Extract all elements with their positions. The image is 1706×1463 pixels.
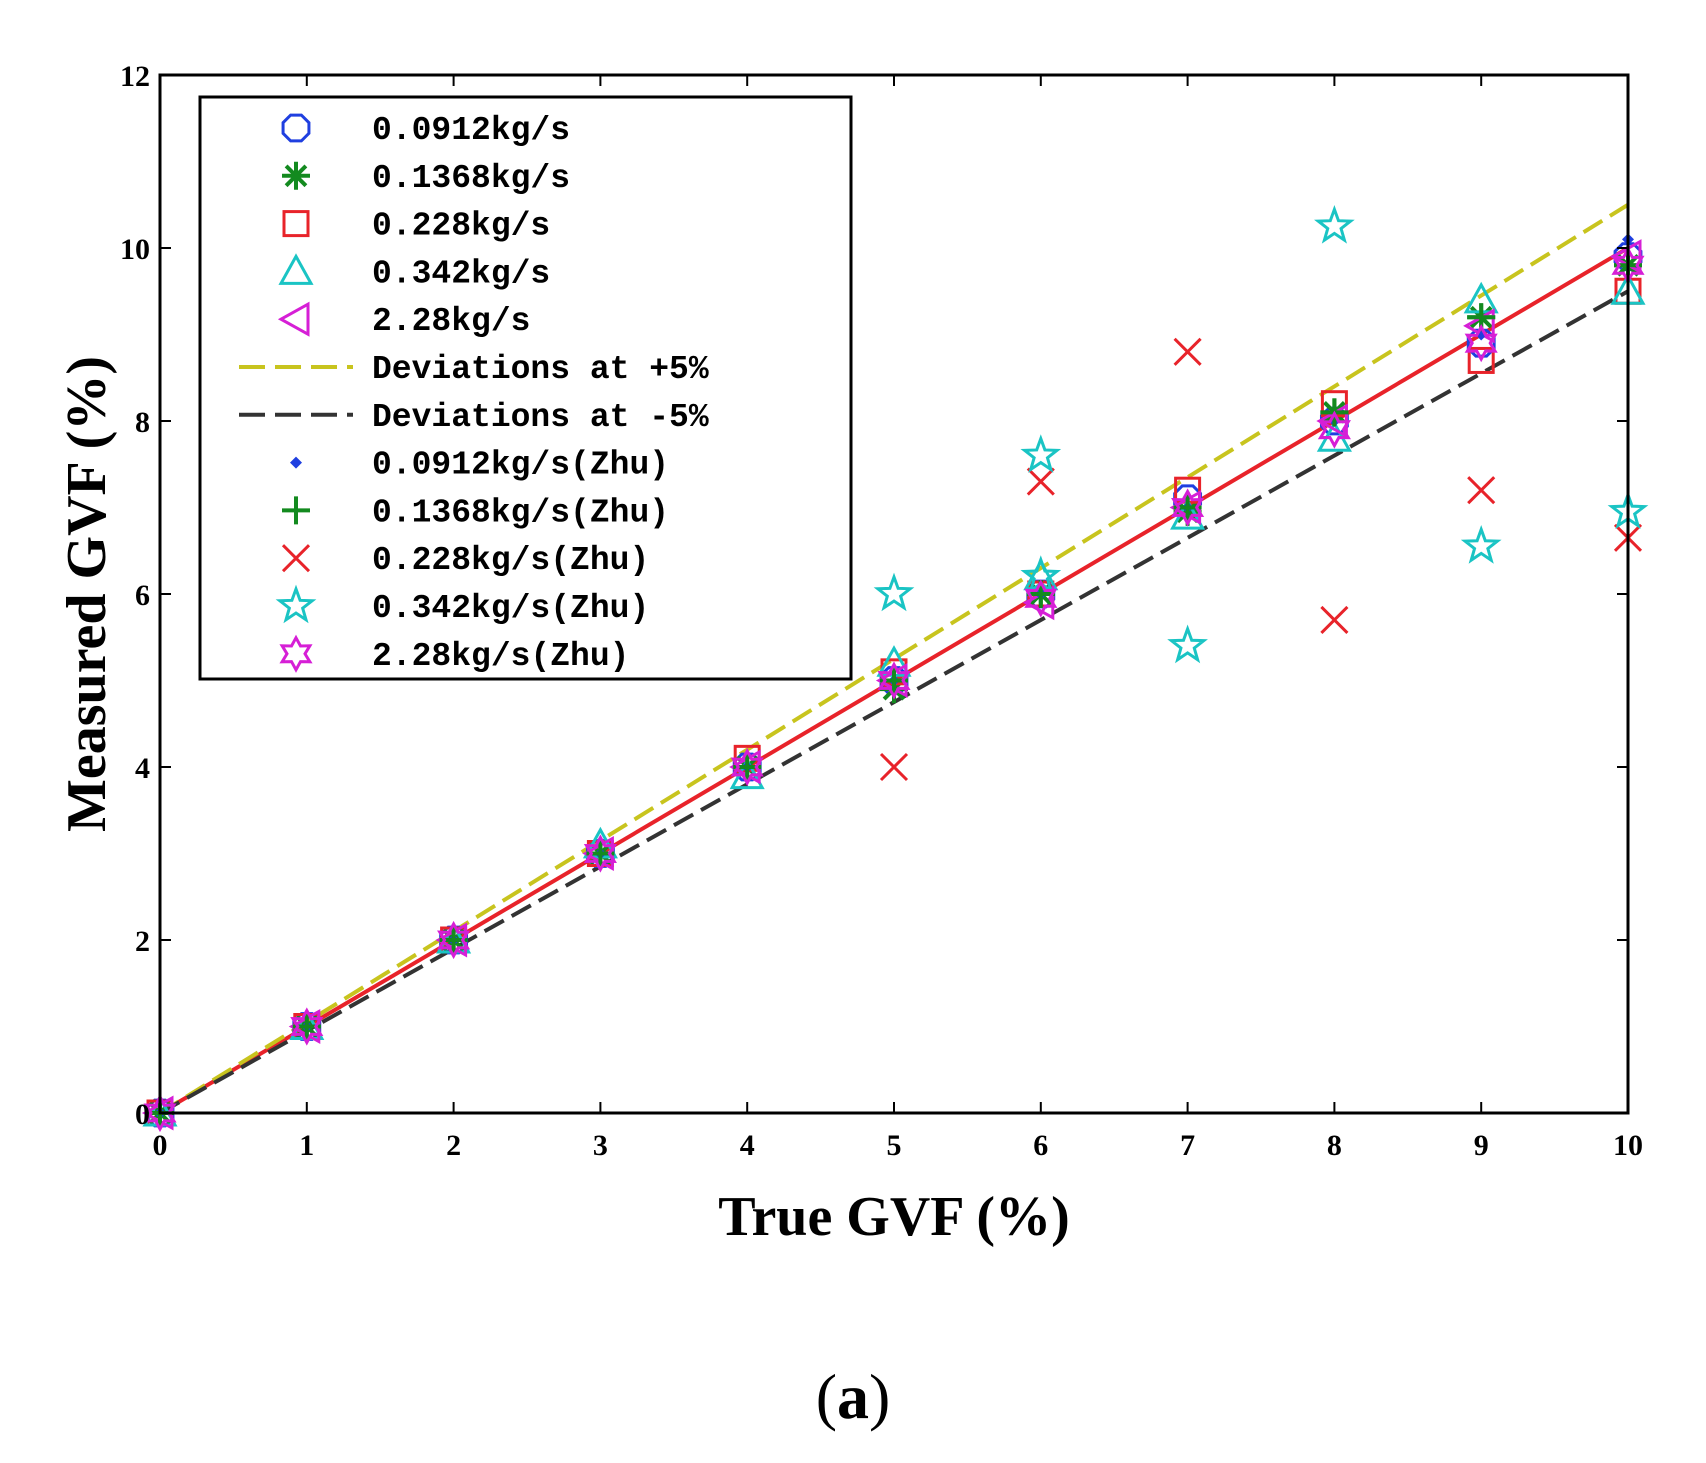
data-point (1173, 337, 1202, 366)
legend-label: Deviations at +5% (372, 351, 709, 388)
legend-item: 2.28kg/s(Zhu) (279, 634, 629, 675)
y-tick-label: 4 (135, 752, 150, 785)
x-tick-label: 7 (1180, 1129, 1195, 1162)
data-point (1167, 624, 1208, 664)
legend-label: 2.28kg/s(Zhu) (372, 638, 629, 675)
data-point (1460, 525, 1502, 564)
y-tick-label: 12 (120, 60, 150, 93)
x-tick-label: 4 (740, 1129, 755, 1162)
data-point (1467, 346, 1495, 374)
data-point (1026, 467, 1055, 496)
legend: 0.0912kg/s 0.1368kg/s 0.228kg/s 0.342kg/s 2.… (198, 95, 853, 681)
data-point (879, 752, 909, 782)
data-point (1314, 204, 1355, 244)
legend-marker (281, 113, 311, 143)
x-axis-title: True GVF (%) (718, 1186, 1069, 1248)
x-tick-label: 1 (299, 1129, 314, 1162)
data-point (143, 1093, 177, 1133)
data-point (1464, 324, 1498, 363)
legend-marker (290, 456, 302, 469)
series-11 (143, 246, 1645, 1133)
legend-item: Deviations at -5% (239, 399, 709, 436)
y-axis-title: Measured GVF (%) (56, 356, 118, 832)
legend-item: 0.342kg/s(Zhu) (275, 584, 649, 627)
x-tick-label: 0 (153, 1129, 168, 1162)
legend-label: 0.228kg/s(Zhu) (372, 542, 649, 579)
x-tick-label: 10 (1613, 1129, 1643, 1162)
legend-marker (275, 584, 317, 624)
data-point (583, 834, 617, 873)
legend-item: 0.1368kg/s (282, 160, 570, 197)
data-point (877, 661, 911, 700)
x-tick-label: 9 (1474, 1129, 1489, 1162)
x-tick-label: 3 (593, 1129, 608, 1162)
data-point (290, 1007, 324, 1046)
legend-label: 0.342kg/s(Zhu) (372, 590, 649, 627)
y-tick-label: 6 (135, 579, 150, 612)
series-9 (879, 337, 1643, 782)
reference-line-plus-5 (158, 203, 1630, 1115)
figure-caption: (a) (816, 1361, 891, 1432)
data-point (1320, 605, 1349, 635)
x-tick-label: 2 (446, 1129, 461, 1162)
legend-box (198, 95, 853, 681)
legend-label: 2.28kg/s (372, 303, 530, 340)
series-10 (873, 204, 1649, 664)
y-tick-label: 8 (135, 406, 150, 439)
data-point (1024, 579, 1058, 618)
data-point (1317, 410, 1351, 449)
x-tick-label: 6 (1033, 1129, 1048, 1162)
legend-item: 0.228kg/s(Zhu) (281, 542, 649, 579)
legend-marker (277, 301, 310, 337)
legend-marker (281, 544, 311, 573)
data-point (1467, 476, 1496, 505)
legend-marker (282, 210, 310, 238)
x-tick-label: 8 (1327, 1129, 1342, 1162)
y-tick-label: 10 (120, 233, 150, 266)
legend-marker (282, 496, 310, 525)
legend-marker (282, 161, 310, 190)
legend-item: 0.342kg/s (278, 253, 550, 292)
legend-marker (278, 253, 314, 285)
legend-item: 0.0912kg/s (281, 112, 570, 149)
y-tick-label: 2 (135, 925, 150, 958)
legend-item: 0.228kg/s (282, 208, 550, 245)
legend-marker (279, 634, 313, 673)
legend-item: 0.1368kg/s(Zhu) (282, 494, 669, 531)
legend-label: 0.0912kg/s(Zhu) (372, 447, 669, 484)
legend-item: 0.0912kg/s(Zhu) (290, 447, 669, 484)
legend-label: Deviations at -5% (372, 399, 709, 436)
data-point (873, 572, 915, 612)
x-tick-label: 5 (887, 1129, 902, 1162)
data-point (730, 747, 764, 787)
legend-label: 0.342kg/s (372, 255, 550, 292)
data-point (1171, 488, 1205, 527)
data-point (437, 920, 471, 960)
legend-label: 0.1368kg/s(Zhu) (372, 494, 669, 531)
legend-item: Deviations at +5% (239, 351, 709, 388)
legend-label: 0.228kg/s (372, 208, 550, 245)
data-point (1020, 434, 1062, 473)
legend-label: 0.1368kg/s (372, 160, 570, 197)
y-tick-label: 0 (135, 1098, 150, 1131)
plot-layer (141, 203, 1649, 1133)
legend-label: 0.0912kg/s (372, 112, 570, 149)
legend-item: 2.28kg/s (277, 301, 530, 340)
